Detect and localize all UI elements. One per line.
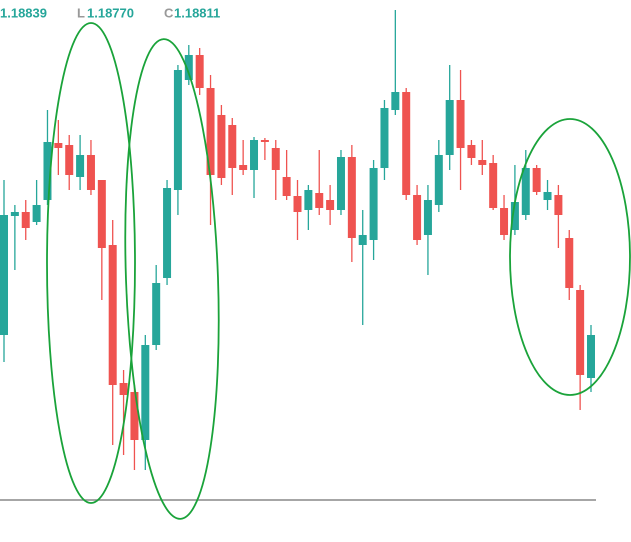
candle-body: [413, 195, 422, 240]
header-close-key: C: [164, 5, 174, 20]
candle-body: [76, 155, 85, 177]
annotation-ellipse: [124, 38, 220, 520]
candle-body: [456, 100, 465, 148]
candle-body: [206, 88, 215, 175]
candle-body: [391, 92, 400, 110]
candle-body: [250, 140, 259, 170]
candle-body: [434, 155, 443, 205]
candle-body: [21, 212, 30, 228]
candle-body: [347, 157, 356, 238]
candle-body: [445, 100, 454, 155]
candle-body: [10, 212, 19, 216]
candle-body: [173, 70, 182, 190]
candle-body: [86, 155, 95, 190]
candle-body: [0, 215, 8, 335]
candle-body: [304, 190, 313, 210]
candle-body: [119, 383, 128, 395]
candle-body: [402, 92, 411, 195]
candle-body: [467, 145, 476, 158]
candle-body: [65, 145, 74, 175]
candle-body: [565, 238, 574, 288]
candle-body: [532, 168, 541, 192]
candle-body: [152, 283, 161, 345]
header-low-key: L: [77, 5, 85, 20]
candle-body: [423, 200, 432, 235]
candle-body: [163, 188, 172, 278]
header-close: 1.18811: [174, 5, 220, 20]
header-low: 1.18770: [87, 5, 134, 20]
candle-body: [543, 192, 552, 200]
plot-area: [0, 10, 595, 470]
candle-body: [315, 193, 324, 208]
candle-body: [271, 148, 280, 170]
candle-body: [326, 200, 335, 210]
candle-body: [184, 55, 193, 80]
candle-body: [195, 55, 204, 88]
candle-body: [358, 235, 367, 245]
candle-body: [217, 115, 226, 178]
candle-body: [141, 345, 150, 440]
candle-body: [293, 196, 302, 212]
candle-body: [521, 168, 530, 215]
candle-body: [478, 160, 487, 165]
candle-body: [239, 165, 248, 170]
candle-body: [554, 195, 563, 215]
candle-body: [130, 392, 139, 440]
candle-body: [108, 245, 117, 385]
annotation-ellipse: [46, 22, 136, 504]
candle-body: [97, 180, 106, 248]
candle-body: [576, 290, 585, 375]
header-high: 1.18839: [0, 5, 47, 20]
annotation-ellipse: [509, 118, 631, 396]
candle-body: [43, 142, 52, 200]
candle-body: [489, 163, 498, 208]
candle-body: [500, 208, 509, 235]
candle-body: [587, 335, 595, 378]
candle-body: [54, 143, 63, 148]
candle-body: [282, 177, 291, 196]
candle-body: [228, 125, 237, 168]
candle-body: [510, 202, 519, 230]
candle-body: [380, 108, 389, 168]
candle-body: [336, 157, 345, 210]
candle-body: [32, 205, 41, 222]
annotations: [46, 22, 631, 520]
candle-body: [369, 168, 378, 240]
candle-body: [260, 140, 269, 142]
